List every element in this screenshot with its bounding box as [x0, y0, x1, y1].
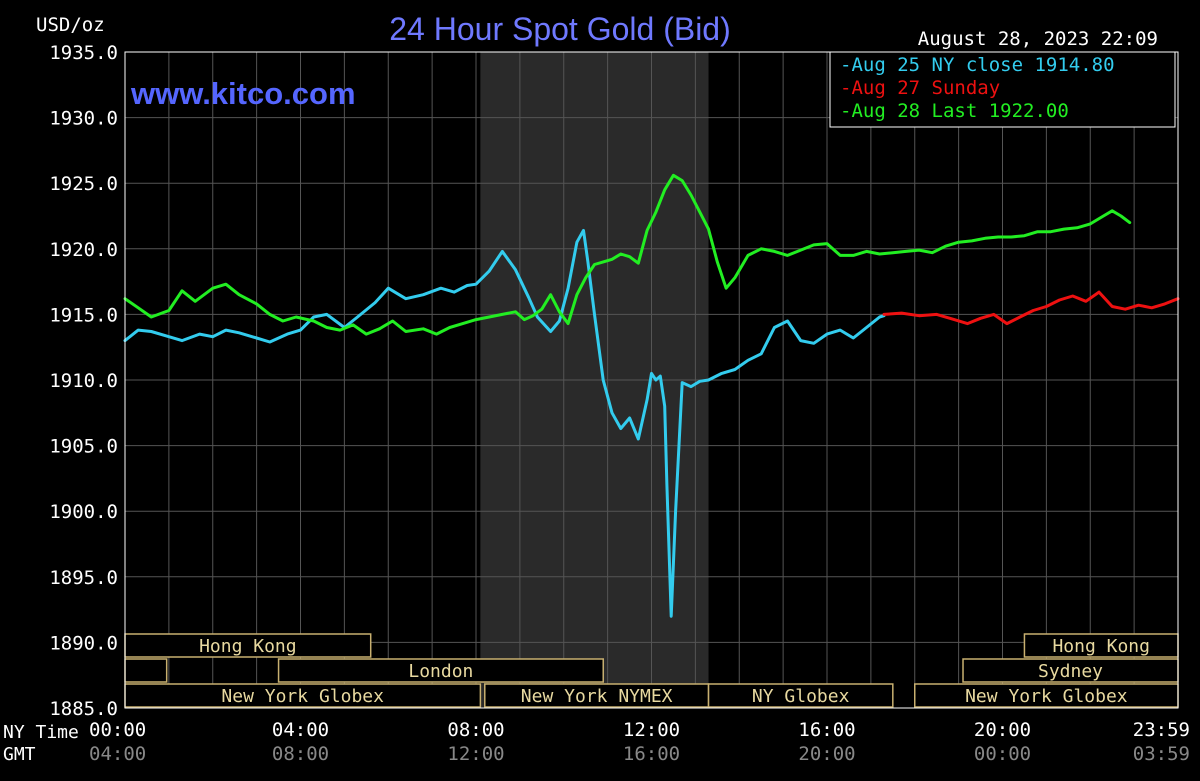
kitco-watermark: www.kitco.com: [130, 76, 356, 111]
y-tick-label: 1890.0: [49, 632, 118, 654]
ny-time-tick-label: 04:00: [272, 719, 329, 741]
y-tick-label: 1930.0: [49, 108, 118, 130]
ny-time-row-label: NY Time: [3, 722, 79, 743]
y-tick-label: 1905.0: [49, 436, 118, 458]
price-series: [123, 173, 1180, 618]
gmt-tick-label: 00:00: [974, 743, 1031, 765]
session-bar: [707, 683, 894, 708]
gmt-tick-label: 08:00: [272, 743, 329, 765]
gmt-row-label: GMT: [3, 744, 36, 765]
y-tick-label: 1900.0: [49, 501, 118, 523]
price-line: [123, 228, 886, 618]
session-label: NY Globex: [752, 686, 850, 707]
y-tick-label: 1920.0: [49, 239, 118, 261]
y-tick-label: 1885.0: [49, 698, 118, 720]
legend: -Aug 25 NY close 1914.80-Aug 27 Sunday-A…: [840, 54, 1115, 122]
legend-entry: -Aug 25 NY close 1914.80: [840, 54, 1115, 76]
session-label: London: [408, 661, 473, 682]
y-axis-tick-labels: 1935.0 1930.0 1925.0 1920.0 1915.0 1910.0 1905…: [49, 42, 118, 720]
session-label: New York Globex: [221, 686, 384, 707]
session-label: New York NYMEX: [521, 686, 673, 707]
y-tick-label: 1925.0: [49, 173, 118, 195]
grid-lines: [125, 51, 1178, 709]
session-bar: [124, 658, 168, 683]
y-tick-label: 1915.0: [49, 304, 118, 326]
gmt-tick-label: 03:59: [1133, 743, 1190, 765]
ny-time-tick-label: 20:00: [974, 719, 1031, 741]
price-line: [123, 173, 1132, 336]
ny-time-tick-label: 23:59: [1133, 719, 1190, 741]
legend-entry: -Aug 27 Sunday: [840, 77, 1000, 99]
y-tick-label: 1910.0: [49, 370, 118, 392]
ny-time-tick-label: 12:00: [623, 719, 680, 741]
session-label: New York Globex: [965, 686, 1128, 707]
legend-entry: -Aug 28 Last 1922.00: [840, 100, 1069, 122]
gmt-tick-label: 20:00: [798, 743, 855, 765]
chart-title: 24 Hour Spot Gold (Bid): [389, 11, 731, 47]
session-label: Hong Kong: [199, 636, 297, 657]
session-label: Sydney: [1038, 661, 1103, 682]
plot-frame: [124, 51, 1179, 709]
chart-timestamp: August 28, 2023 22:09: [918, 28, 1158, 50]
ny-time-tick-label: 16:00: [798, 719, 855, 741]
x-axis-tick-labels: 00:0004:0004:0008:0008:0012:0012:0016:00…: [89, 719, 1190, 765]
y-axis-label: USD/oz: [36, 14, 105, 36]
gmt-tick-label: 12:00: [447, 743, 504, 765]
price-line: [882, 290, 1180, 326]
y-tick-label: 1935.0: [49, 42, 118, 64]
session-label: Hong Kong: [1052, 636, 1150, 657]
session-bar: [277, 658, 604, 683]
ny-time-tick-label: 08:00: [447, 719, 504, 741]
gmt-tick-label: 04:00: [89, 743, 146, 765]
ny-time-tick-label: 00:00: [89, 719, 146, 741]
gmt-tick-label: 16:00: [623, 743, 680, 765]
legend-box: [829, 51, 1176, 128]
y-tick-label: 1895.0: [49, 567, 118, 589]
